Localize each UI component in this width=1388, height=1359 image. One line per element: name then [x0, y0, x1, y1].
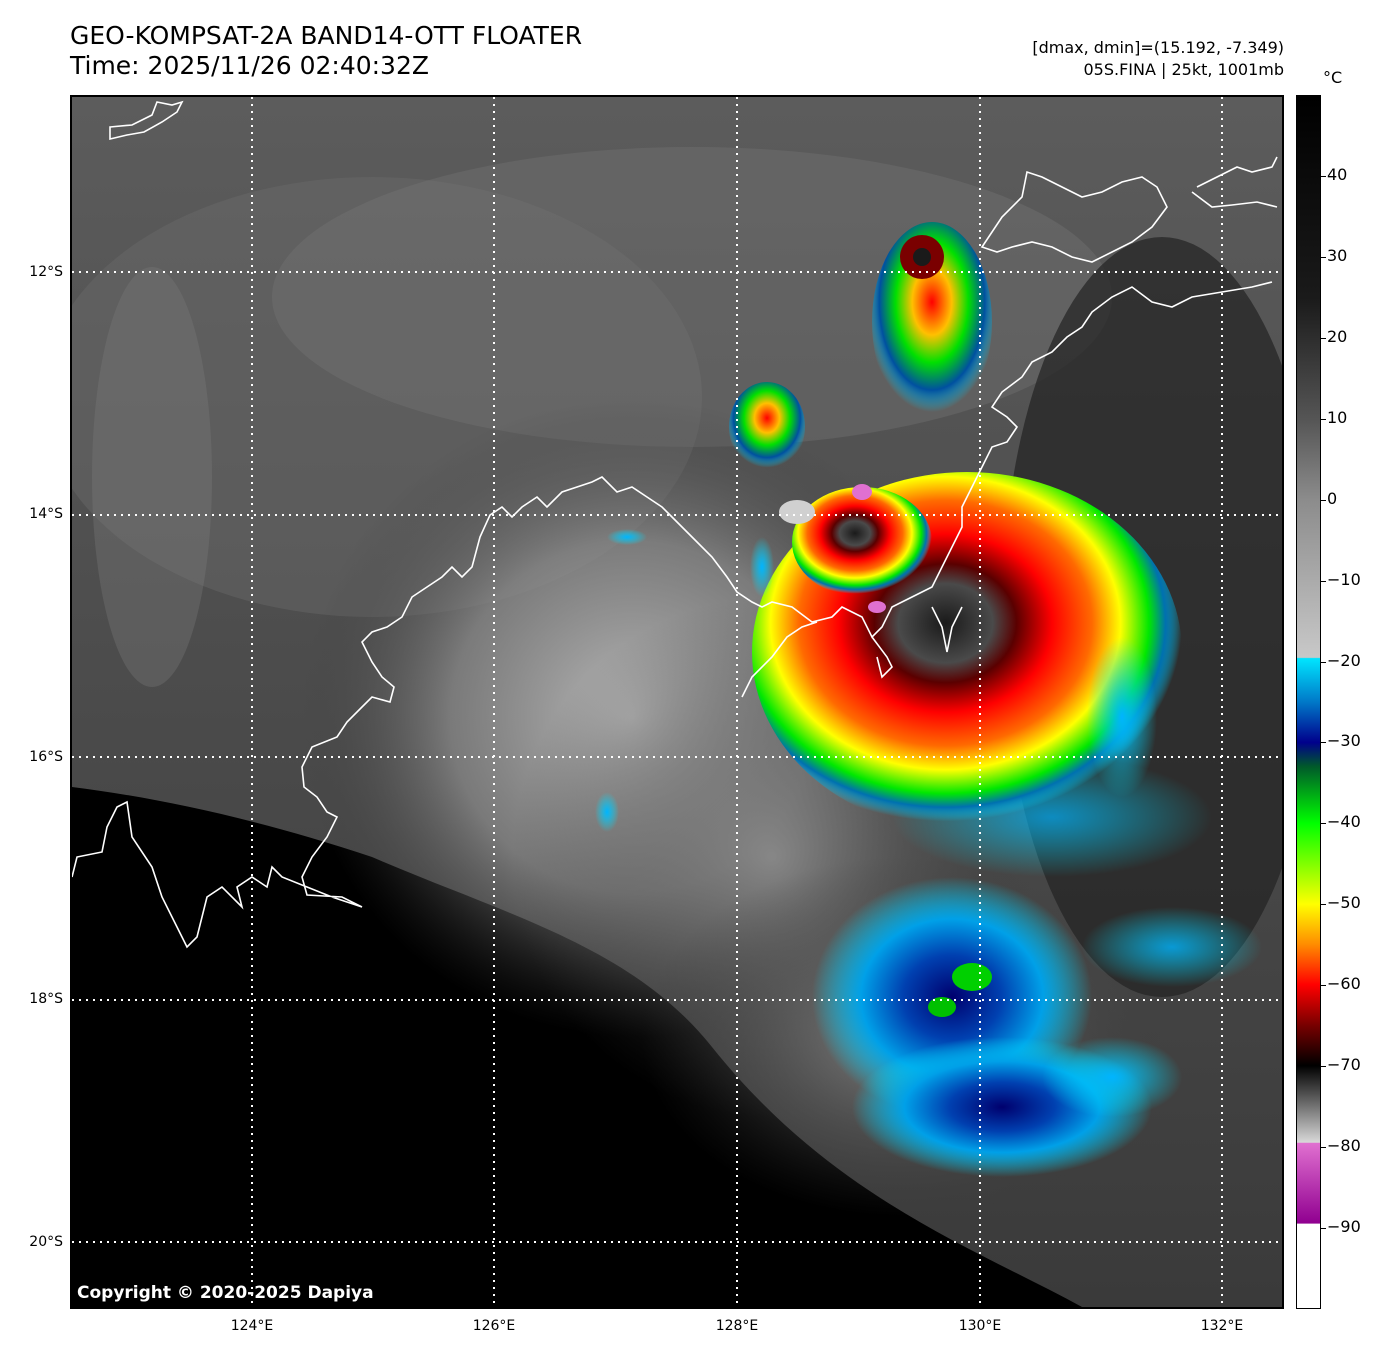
colorbar-tick — [1321, 823, 1326, 825]
colorbar-tick-label: −20 — [1327, 650, 1361, 670]
chart-title: GEO-KOMPSAT-2A BAND14-OTT FLOATER — [70, 21, 583, 50]
colorbar-tick — [1321, 580, 1326, 582]
storm-info: 05S.FINA | 25kt, 1001mb — [1083, 60, 1284, 79]
colorbar-tick-label: 30 — [1327, 245, 1348, 265]
colorbar-tick-label: 0 — [1327, 488, 1338, 508]
lon-label-126e: 126°E — [472, 1318, 516, 1334]
colorbar-tick — [1321, 175, 1326, 177]
colorbar-tick — [1321, 1066, 1326, 1068]
colorbar-tick — [1321, 985, 1326, 987]
data-range-info: [dmax, dmin]=(15.192, -7.349) — [1032, 38, 1284, 57]
copyright-notice: Copyright © 2020-2025 Dapiya — [77, 1283, 374, 1303]
lon-label-132e: 132°E — [1200, 1318, 1244, 1334]
colorbar-tick-label: 10 — [1327, 407, 1348, 427]
satellite-imagery — [72, 97, 1282, 1307]
coastlines — [72, 100, 1278, 949]
lat-label-12s: 12°S — [29, 264, 63, 280]
lat-label-14s: 14°S — [29, 506, 63, 522]
satellite-map: Copyright © 2020-2025 Dapiya — [70, 95, 1284, 1309]
gridlines — [72, 97, 1282, 1307]
observation-time: Time: 2025/11/26 02:40:32Z — [70, 51, 429, 80]
colorbar-tick — [1321, 1228, 1326, 1230]
lon-label-130e: 130°E — [958, 1318, 1002, 1334]
colorbar-tick-label: −40 — [1327, 812, 1361, 832]
colorbar-tick-label: −80 — [1327, 1136, 1361, 1156]
colorbar-tick — [1321, 499, 1326, 501]
colorbar-tick — [1321, 1147, 1326, 1149]
temperature-colorbar — [1296, 95, 1321, 1309]
colorbar-tick — [1321, 256, 1326, 258]
lat-label-18s: 18°S — [29, 991, 63, 1007]
lon-label-128e: 128°E — [715, 1318, 759, 1334]
lat-label-16s: 16°S — [29, 749, 63, 765]
colorbar-tick — [1321, 337, 1326, 339]
colorbar-tick-label: −70 — [1327, 1055, 1361, 1075]
colorbar-unit: °C — [1323, 68, 1343, 87]
colorbar-tick-label: −30 — [1327, 731, 1361, 751]
colorbar-tick-label: −10 — [1327, 569, 1361, 589]
colorbar-tick — [1321, 418, 1326, 420]
colorbar-tick — [1321, 742, 1326, 744]
lat-label-20s: 20°S — [29, 1234, 63, 1250]
colorbar-tick-label: −90 — [1327, 1217, 1361, 1237]
colorbar-tick-label: 40 — [1327, 164, 1348, 184]
lon-label-124e: 124°E — [230, 1318, 274, 1334]
colorbar-tick-label: 20 — [1327, 326, 1348, 346]
colorbar-tick — [1321, 661, 1326, 663]
colorbar-tick-label: −60 — [1327, 974, 1361, 994]
colorbar-tick-label: −50 — [1327, 893, 1361, 913]
colorbar-tick — [1321, 904, 1326, 906]
